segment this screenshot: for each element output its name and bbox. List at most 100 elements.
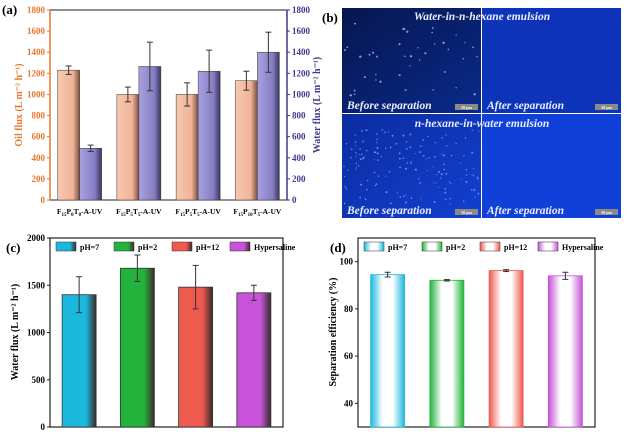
y2-tick-label: 0: [292, 195, 297, 205]
legend-label: pH=2: [138, 243, 157, 252]
droplet: [445, 134, 447, 136]
droplet: [399, 196, 402, 198]
droplet: [443, 168, 446, 171]
droplet: [374, 184, 377, 187]
x-tick-label-part: 5: [130, 213, 133, 218]
droplet: [403, 195, 405, 198]
droplet: [362, 140, 365, 142]
x-tick-label-part: -A-UV: [200, 207, 222, 216]
y2-tick-label: 1800: [292, 5, 311, 15]
x-tick-label-part: 15: [238, 213, 244, 218]
droplet: [420, 145, 422, 147]
x-tick-label-part: T: [192, 207, 197, 216]
x-tick-label-part: 10: [248, 213, 254, 218]
x-tick-label-part: F: [175, 207, 180, 216]
droplet: [368, 53, 371, 56]
droplet: [404, 201, 407, 204]
droplet: [388, 170, 391, 173]
droplet: [365, 129, 368, 132]
x-tick-label: F15P5T5-A-UV: [175, 207, 221, 218]
label-after-2: After separation: [486, 205, 564, 217]
droplet: [462, 57, 465, 60]
droplet: [398, 74, 401, 77]
droplet: [388, 131, 390, 133]
x-tick-label-part: P: [243, 207, 248, 216]
x-tick-label: F15P10T5-A-UV: [233, 207, 282, 218]
bar-hypersaline: [236, 292, 272, 428]
micrograph-w-o-after: [482, 8, 621, 113]
droplet: [414, 168, 417, 171]
droplet: [406, 30, 409, 33]
droplet: [434, 142, 436, 144]
droplet: [377, 175, 380, 177]
droplet: [372, 51, 375, 54]
droplet: [402, 27, 405, 31]
droplets: [343, 22, 480, 205]
droplet: [447, 48, 450, 51]
droplet: [449, 197, 452, 200]
legend-label: pH=2: [446, 243, 465, 252]
droplet: [441, 137, 444, 139]
legend-swatch: [171, 241, 193, 252]
y-axis-label: Water flux (L m⁻² h⁻¹): [10, 284, 21, 380]
x-tick-label-part: P: [185, 207, 190, 216]
droplet: [381, 129, 384, 131]
droplet: [463, 155, 465, 157]
droplet: [465, 174, 468, 176]
panel-label-d: (d): [330, 240, 346, 255]
droplet: [363, 76, 366, 79]
droplet: [477, 192, 480, 195]
droplet: [474, 196, 476, 198]
y2-tick-label: 1600: [292, 26, 311, 36]
bar-oil-flux: [116, 94, 140, 201]
droplet: [375, 183, 378, 185]
scale-bar-label: 50 μm: [461, 210, 472, 215]
panel-c-chart: (c) Water flux (L m⁻² h⁻¹) 0 500 1000 1500 2…: [6, 233, 296, 432]
legend-swatch: [55, 241, 77, 252]
droplet: [398, 43, 401, 46]
y2-tick-label: 1000: [292, 89, 311, 99]
droplet: [448, 181, 450, 183]
droplet: [355, 166, 358, 168]
droplet: [471, 174, 473, 176]
droplet: [433, 182, 435, 184]
droplet: [477, 178, 479, 180]
droplet: [442, 154, 445, 157]
droplet: [471, 129, 473, 131]
y-tick-label: 0: [41, 195, 46, 205]
droplet: [428, 157, 430, 159]
droplet: [343, 165, 345, 168]
droplet: [422, 155, 425, 157]
droplet: [402, 134, 405, 137]
x-tick-label-part: -A-UV: [260, 207, 282, 216]
droplet: [449, 203, 451, 205]
droplet: [445, 172, 448, 175]
droplet: [473, 188, 476, 191]
droplet: [455, 34, 457, 36]
droplet: [354, 134, 356, 136]
droplet: [350, 148, 353, 151]
bar-ph2: [119, 267, 155, 428]
bar-ph12: [488, 270, 524, 428]
droplet: [424, 52, 427, 55]
x-tick-label-part: 5: [197, 213, 200, 218]
x-tick-label-part: 15: [180, 213, 186, 218]
y2-tick-label: 400: [292, 153, 306, 163]
legend-label: pH=12: [504, 243, 527, 252]
droplet: [406, 162, 409, 164]
droplet: [377, 159, 379, 161]
droplet: [464, 137, 467, 139]
droplet: [347, 169, 349, 171]
droplet: [473, 93, 476, 96]
droplet: [465, 180, 468, 183]
droplet: [450, 182, 452, 184]
droplet: [365, 149, 368, 152]
y2-tick-label: 800: [292, 111, 306, 121]
y2-tick-label: 1200: [292, 68, 311, 78]
droplet: [443, 163, 445, 165]
droplet: [358, 154, 360, 156]
panel-d-chart: (d) Separation efficiency (%) 40 60 80 100 p…: [328, 237, 604, 428]
droplet: [343, 202, 346, 205]
droplet: [471, 151, 474, 154]
x-tick-label-part: 15: [61, 213, 67, 218]
